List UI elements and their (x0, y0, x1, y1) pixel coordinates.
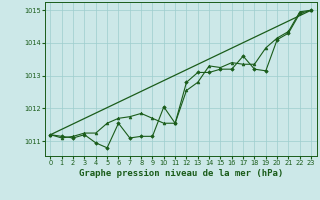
X-axis label: Graphe pression niveau de la mer (hPa): Graphe pression niveau de la mer (hPa) (79, 169, 283, 178)
